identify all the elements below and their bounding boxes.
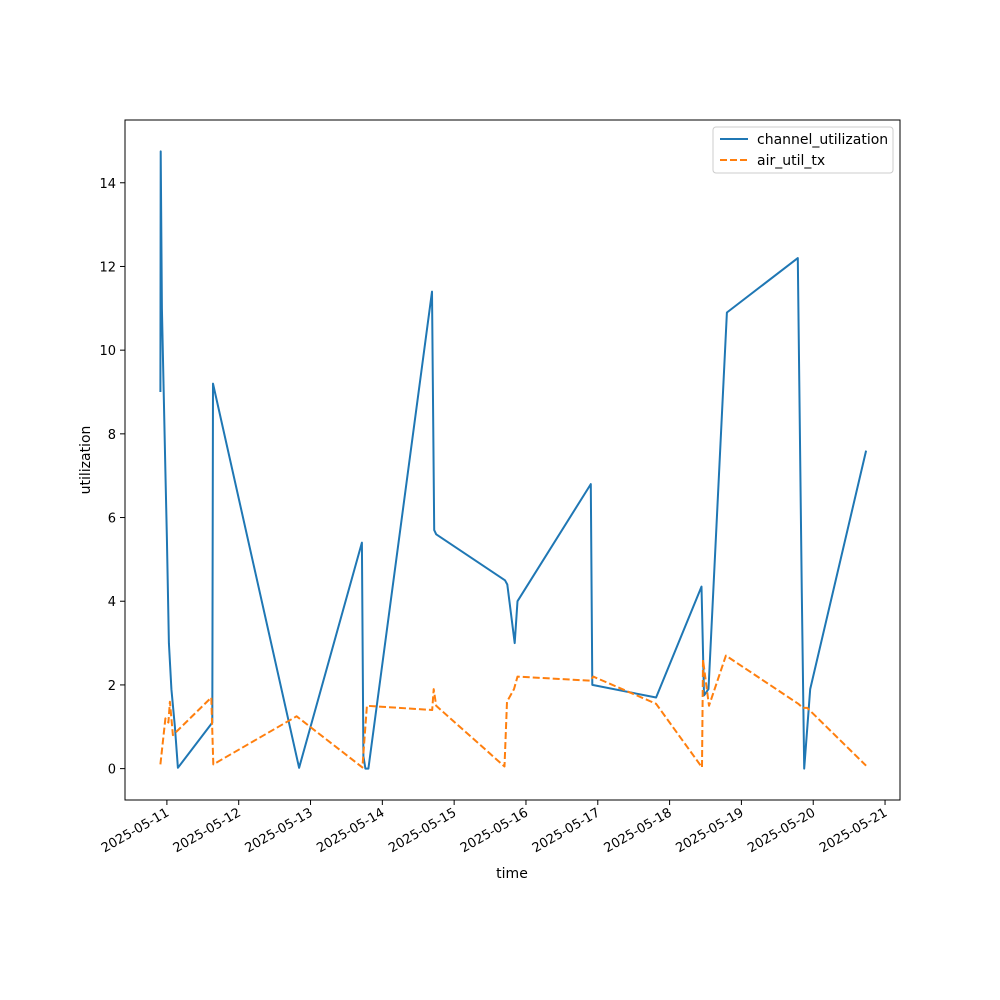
series-line-channel-utilization	[159, 150, 868, 770]
y-tick-label: 10	[99, 344, 116, 359]
legend-label-air-util-tx: air_util_tx	[757, 153, 825, 169]
legend: channel_utilization air_util_tx	[712, 126, 894, 174]
series-layer	[159, 150, 868, 770]
y-tick-label: 6	[108, 512, 116, 527]
y-tick-label: 2	[108, 679, 116, 694]
series-line-air-util-tx	[159, 654, 867, 769]
legend-box	[712, 126, 894, 174]
legend-label-channel-utilization: channel_utilization	[757, 132, 888, 148]
y-tick-label: 4	[108, 595, 116, 610]
y-tick-label: 14	[99, 177, 116, 192]
y-axis-label: utilization	[78, 426, 94, 495]
y-axis: 0 2 4 6 8 10 12 14	[99, 177, 125, 778]
y-tick-label: 0	[108, 763, 116, 778]
y-tick-label: 8	[108, 428, 116, 443]
y-tick-label: 12	[99, 260, 116, 275]
plot-frame	[124, 119, 901, 801]
x-axis-label: time	[496, 866, 528, 882]
